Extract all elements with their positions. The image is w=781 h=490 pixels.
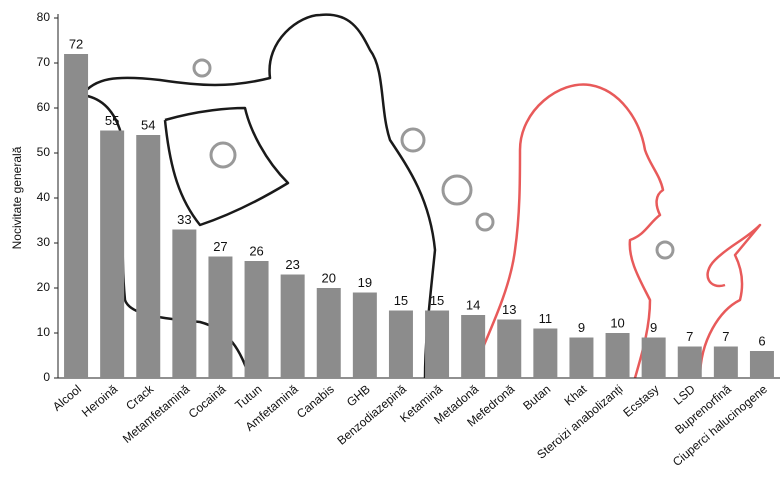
value-label: 7 bbox=[722, 329, 729, 344]
bar bbox=[677, 346, 702, 378]
value-label: 11 bbox=[539, 311, 553, 326]
x-tick-label: LSD bbox=[671, 382, 698, 408]
bar bbox=[388, 310, 413, 378]
pill-icon bbox=[400, 127, 426, 153]
bar bbox=[749, 351, 774, 378]
decoration bbox=[80, 13, 762, 379]
y-tick-label: 30 bbox=[37, 235, 51, 249]
x-tick-label: Heroină bbox=[79, 382, 120, 420]
value-label: 10 bbox=[610, 315, 624, 330]
x-tick-label: Cocaină bbox=[186, 382, 229, 421]
value-label: 14 bbox=[466, 297, 480, 312]
value-label: 15 bbox=[430, 293, 444, 308]
x-tick-label: Canabis bbox=[294, 382, 337, 421]
value-label: 54 bbox=[141, 117, 155, 132]
y-tick-label: 10 bbox=[37, 325, 51, 339]
bar bbox=[605, 333, 630, 378]
x-tick-label: Metamfetamină bbox=[120, 382, 193, 446]
bar bbox=[533, 328, 558, 378]
bar bbox=[172, 229, 197, 378]
value-label: 72 bbox=[69, 36, 83, 51]
bar bbox=[713, 346, 738, 378]
y-tick-label: 70 bbox=[37, 55, 51, 69]
bar bbox=[461, 315, 486, 378]
bar bbox=[280, 274, 305, 378]
x-tick-label: GHB bbox=[344, 382, 373, 409]
bar bbox=[64, 54, 89, 378]
pill-icon bbox=[475, 212, 495, 232]
bar bbox=[244, 261, 269, 378]
value-label: 7 bbox=[686, 329, 693, 344]
bar bbox=[100, 130, 125, 378]
pill-icon bbox=[655, 240, 675, 260]
value-label: 55 bbox=[105, 113, 119, 128]
bar bbox=[641, 337, 666, 378]
y-tick-label: 40 bbox=[37, 190, 51, 204]
bar bbox=[208, 256, 233, 378]
y-tick-label: 80 bbox=[37, 10, 51, 24]
y-tick-label: 50 bbox=[37, 145, 51, 159]
x-tick-label: Butan bbox=[520, 382, 553, 413]
value-label: 15 bbox=[394, 293, 408, 308]
value-label: 20 bbox=[322, 270, 336, 285]
y-axis-label: Nocivitate generală bbox=[10, 146, 24, 249]
bar bbox=[569, 337, 594, 378]
bar bbox=[352, 292, 377, 378]
y-tick-label: 0 bbox=[43, 370, 50, 384]
pill-icon bbox=[209, 141, 237, 169]
pill-icon bbox=[192, 58, 212, 78]
value-label: 33 bbox=[177, 212, 191, 227]
value-label: 26 bbox=[249, 243, 263, 258]
x-tick-label: Ecstasy bbox=[620, 382, 661, 420]
y-tick-label: 20 bbox=[37, 280, 51, 294]
y-tick-label: 60 bbox=[37, 100, 51, 114]
bar bbox=[425, 310, 450, 378]
value-label: 27 bbox=[213, 239, 227, 254]
pill-icon bbox=[441, 174, 473, 206]
x-tick-label: Khat bbox=[562, 382, 590, 409]
bar bbox=[316, 288, 341, 378]
bar bbox=[497, 319, 522, 378]
value-label: 23 bbox=[285, 257, 299, 272]
bar bbox=[136, 135, 161, 378]
value-label: 13 bbox=[502, 302, 516, 317]
value-label: 9 bbox=[578, 320, 585, 335]
value-label: 9 bbox=[650, 320, 657, 335]
value-label: 6 bbox=[758, 333, 765, 348]
value-label: 19 bbox=[358, 275, 372, 290]
